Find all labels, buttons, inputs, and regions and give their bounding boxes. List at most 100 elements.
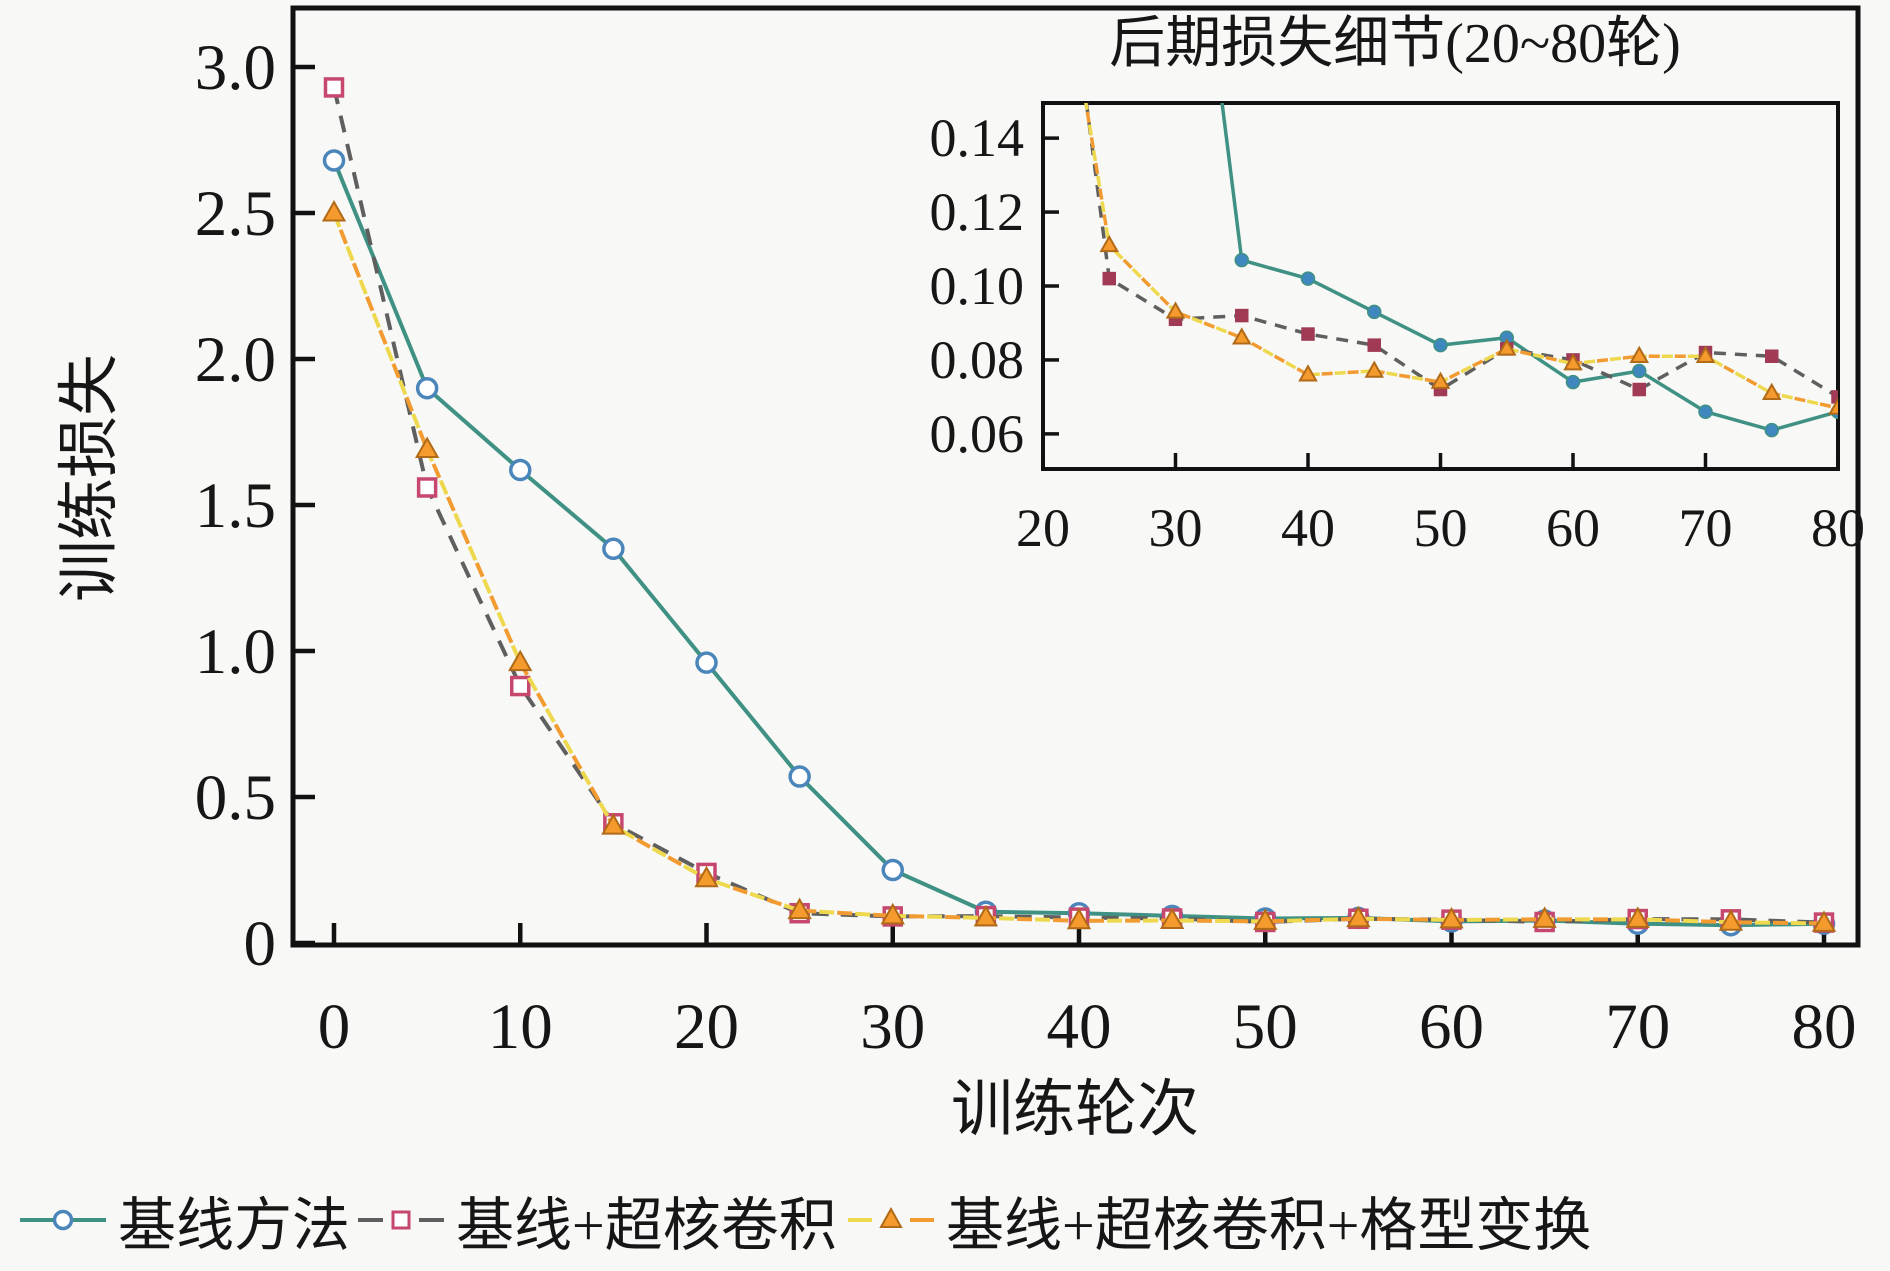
triangle-marker: [787, 897, 812, 920]
x-tick-label: 60: [1419, 991, 1484, 1063]
square-marker: [1367, 338, 1381, 352]
legend-label-hyperkernel-lattice: 基线+超核卷积+格型变换: [946, 1193, 1592, 1258]
series-line-lattice-yellow: [332, 212, 1825, 926]
triangle-marker: [1364, 360, 1385, 378]
legend-item-baseline: 基线方法: [20, 1180, 350, 1260]
circle-marker: [602, 537, 625, 561]
x-tick-label: 50: [1414, 498, 1468, 558]
square-marker: [1831, 390, 1838, 404]
square-marker: [1765, 349, 1779, 363]
inset-series-group: [1084, 103, 1838, 438]
triangle-marker: [508, 649, 533, 672]
x-tick-label: 70: [1605, 991, 1670, 1063]
series-line-baseline: [332, 159, 1825, 928]
triangle-marker: [973, 904, 999, 927]
y-tick-label: 3.0: [195, 32, 276, 104]
triangle-marker: [601, 813, 626, 835]
triangle-marker: [1346, 905, 1371, 928]
triangle-marker: [414, 436, 440, 458]
y-tick-label: 2.5: [195, 178, 276, 250]
circle-marker: [1764, 422, 1779, 438]
x-tick-label: 80: [1792, 991, 1857, 1063]
y-tick-label: 2.0: [195, 324, 276, 396]
circle-marker: [509, 458, 532, 482]
dashed-square-icon: [358, 1210, 444, 1230]
x-tick-label: 80: [1811, 498, 1865, 558]
legend-label-hyperkernel: 基线+超核卷积: [456, 1193, 837, 1258]
triangle-marker: [1563, 353, 1583, 371]
triangle-marker: [1695, 345, 1716, 364]
triangle-marker: [880, 902, 905, 925]
square-marker: [1102, 271, 1116, 286]
triangle-marker: [1828, 397, 1838, 415]
square-marker: [1235, 308, 1249, 323]
circle-marker: [881, 858, 904, 882]
legend-triangle-marker: [879, 1206, 903, 1228]
triangle-marker: [1231, 327, 1252, 345]
square-marker: [416, 477, 438, 498]
square-marker: [1632, 382, 1646, 397]
inset-title: 后期损失细节(20~80轮): [1109, 13, 1681, 75]
triangle-marker: [1430, 371, 1451, 389]
legend: 基线方法 基线+超核卷积 基线+超核卷积+格型变换: [0, 1180, 1890, 1260]
x-tick-label: 70: [1679, 498, 1733, 558]
triangle-marker: [1811, 910, 1837, 932]
triangle-marker: [694, 865, 719, 888]
triangle-marker: [1066, 907, 1092, 930]
x-tick-label: 30: [860, 991, 925, 1063]
y-tick-label: 0.14: [930, 108, 1025, 168]
square-marker: [1301, 327, 1315, 341]
triangle-marker: [1718, 909, 1744, 931]
x-tick-label: 0: [318, 991, 351, 1063]
baseline-line-circle-icon: [20, 1209, 106, 1231]
circle-marker: [1698, 404, 1713, 419]
triangle-marker: [1159, 907, 1185, 929]
circle-marker: [1234, 252, 1249, 268]
circle-marker: [788, 765, 811, 788]
x-tick-label: 50: [1233, 991, 1298, 1063]
inset-axes: 20 30 40 50 60 70 80 0.06 0.08 0.10 0.12 0.14: [930, 101, 1865, 558]
circle-marker: [1565, 374, 1581, 390]
circle-marker: [322, 149, 346, 172]
x-tick-label: 40: [1047, 991, 1112, 1063]
circle-marker: [1300, 271, 1316, 286]
circle-marker: [1632, 363, 1647, 379]
triangle-marker: [1625, 906, 1650, 928]
triangle-marker: [1099, 234, 1120, 253]
x-tick-label: 10: [488, 991, 553, 1063]
y-axis-label: 训练损失: [56, 354, 124, 602]
dashdot-triangle-icon: [848, 1206, 934, 1228]
x-tick-label: 20: [674, 991, 739, 1063]
triangle-marker: [1496, 338, 1517, 356]
circle-marker: [1433, 337, 1448, 353]
x-axis-label: 训练轮次: [951, 1076, 1199, 1144]
y-tick-label: 1.5: [195, 470, 276, 542]
circle-marker: [695, 651, 718, 674]
circle-marker: [415, 376, 439, 400]
triangle-marker: [1253, 908, 1278, 930]
circle-marker: [1367, 304, 1382, 320]
axes-frame: [290, 5, 1861, 948]
triangle-marker: [1629, 345, 1650, 364]
triangle-marker: [1298, 364, 1318, 382]
x-tick-label: 40: [1281, 498, 1335, 558]
square-marker: [323, 77, 345, 98]
square-marker: [510, 675, 531, 697]
x-tick-label: 30: [1149, 498, 1203, 558]
triangle-marker: [321, 199, 347, 222]
y-tick-label: 1.0: [195, 616, 276, 688]
series-line-lattice-orange: [332, 212, 1825, 926]
x-tick-label: 20: [1016, 498, 1070, 558]
main-axes: 0 10 20 30 40 50 60 70 80 3.0 2.5 2.0 1.5 1.0 0.5 0: [195, 5, 1861, 1063]
legend-square-marker: [391, 1210, 411, 1230]
main-series-group: [321, 77, 1837, 937]
y-tick-label: 0.12: [930, 182, 1025, 242]
x-tick-label: 60: [1546, 498, 1600, 558]
triangle-marker: [1165, 301, 1186, 319]
y-tick-label: 0.08: [930, 330, 1025, 390]
legend-label-baseline: 基线方法: [118, 1193, 351, 1258]
series-line-hyperkernel: [332, 86, 1825, 925]
y-tick-label: 0: [244, 908, 277, 980]
